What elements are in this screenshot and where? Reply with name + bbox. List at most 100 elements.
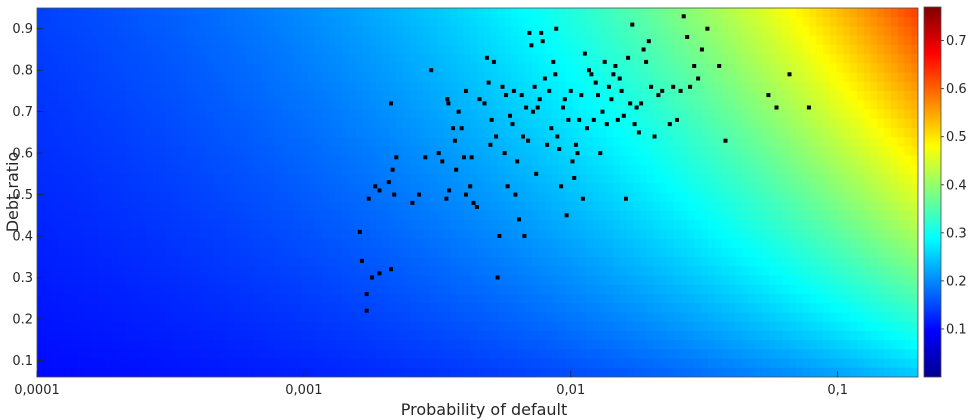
heatmap-cell (836, 35, 845, 46)
heatmap-cell (565, 17, 573, 28)
heatmap-cell (674, 100, 682, 111)
heatmap-cell (762, 266, 770, 277)
heatmap-cell (836, 367, 845, 377)
heatmap-cell (714, 330, 723, 341)
heatmap-cell (626, 229, 634, 240)
heatmap-cell (158, 330, 167, 341)
heatmap-cell (97, 155, 106, 166)
heatmap-cell (829, 220, 838, 230)
heatmap-cell (341, 54, 350, 64)
heatmap-cell (267, 293, 275, 304)
heatmap-cell (430, 349, 438, 360)
heatmap-cell (484, 63, 492, 74)
heatmap-cell (64, 164, 72, 175)
heatmap-cell (599, 127, 607, 138)
heatmap-cell (192, 91, 201, 101)
heatmap-cell (626, 91, 634, 101)
heatmap-cell (219, 54, 228, 64)
heatmap-cell (470, 109, 479, 120)
heatmap-cell (430, 275, 438, 286)
heatmap-cell (626, 81, 634, 92)
heatmap-cell (735, 340, 743, 350)
heatmap-cell (226, 17, 235, 28)
heatmap-cell (775, 174, 784, 184)
heatmap-cell (579, 210, 587, 221)
heatmap-cell (843, 8, 851, 18)
heatmap-cell (463, 100, 472, 111)
heatmap-cell (877, 109, 885, 120)
heatmap-cell (260, 330, 269, 341)
heatmap-cell (118, 312, 126, 323)
heatmap-cell (294, 17, 302, 28)
heatmap-cell (375, 109, 384, 120)
heatmap-cell (660, 109, 668, 120)
heatmap-cell (735, 155, 743, 166)
heatmap-cell (179, 100, 187, 111)
heatmap-cell (131, 137, 140, 147)
heatmap-cell (104, 44, 113, 55)
heatmap-cell (165, 72, 174, 83)
heatmap-cell (104, 54, 113, 64)
heatmap-cell (436, 137, 445, 147)
heatmap-cell (633, 91, 641, 101)
heatmap-cell (674, 137, 682, 147)
heatmap-cell (321, 183, 330, 194)
heatmap-cell (369, 330, 377, 341)
heatmap-cell (37, 266, 45, 277)
heatmap-cell (382, 17, 390, 28)
heatmap-cell (606, 210, 614, 221)
heatmap-cell (626, 63, 634, 74)
heatmap-cell (823, 118, 831, 129)
heatmap-cell (646, 26, 655, 37)
heatmap-cell (186, 155, 194, 166)
heatmap-cell (782, 127, 790, 138)
heatmap-cell (287, 321, 296, 332)
heatmap-cell (335, 257, 343, 267)
heatmap-cell (233, 330, 241, 341)
heatmap-cell (714, 109, 723, 120)
heatmap-cell (660, 72, 668, 83)
heatmap-cell (687, 137, 695, 147)
heatmap-cell (375, 238, 384, 249)
heatmap-cell (707, 146, 716, 157)
heatmap-cell (186, 26, 194, 37)
heatmap-cell (524, 81, 533, 92)
heatmap-cell (145, 174, 153, 184)
heatmap-cell (328, 183, 336, 194)
heatmap-cell (721, 367, 729, 377)
heatmap-cell (396, 275, 404, 286)
heatmap-cell (565, 54, 573, 64)
heatmap-cell (491, 72, 499, 83)
heatmap-cell (511, 164, 519, 175)
heatmap-cell (280, 266, 289, 277)
heatmap-cell (511, 17, 519, 28)
heatmap-cell (77, 127, 86, 138)
heatmap-cell (660, 8, 668, 18)
heatmap-cell (809, 100, 817, 111)
heatmap-cell (714, 293, 723, 304)
heatmap-cell (70, 349, 79, 360)
heatmap-cell (308, 81, 316, 92)
heatmap-cell (423, 367, 431, 377)
heatmap-cell (470, 201, 479, 212)
heatmap-cell (206, 118, 214, 129)
heatmap-cell (450, 247, 458, 258)
heatmap-cell (667, 330, 675, 341)
heatmap-cell (728, 284, 736, 295)
heatmap-cell (260, 100, 269, 111)
heatmap-cell (64, 100, 72, 111)
heatmap-cell (77, 220, 86, 230)
heatmap-cell (233, 210, 241, 221)
heatmap-cell (450, 146, 458, 157)
heatmap-cell (511, 321, 519, 332)
heatmap-cell (796, 275, 804, 286)
heatmap-cell (735, 183, 743, 194)
heatmap-cell (755, 127, 763, 138)
heatmap-cell (843, 44, 851, 55)
heatmap-cell (802, 63, 811, 74)
heatmap-cell (640, 247, 648, 258)
heatmap-cell (694, 266, 702, 277)
heatmap-cell (158, 238, 167, 249)
heatmap-cell (484, 174, 492, 184)
heatmap-cell (172, 220, 180, 230)
